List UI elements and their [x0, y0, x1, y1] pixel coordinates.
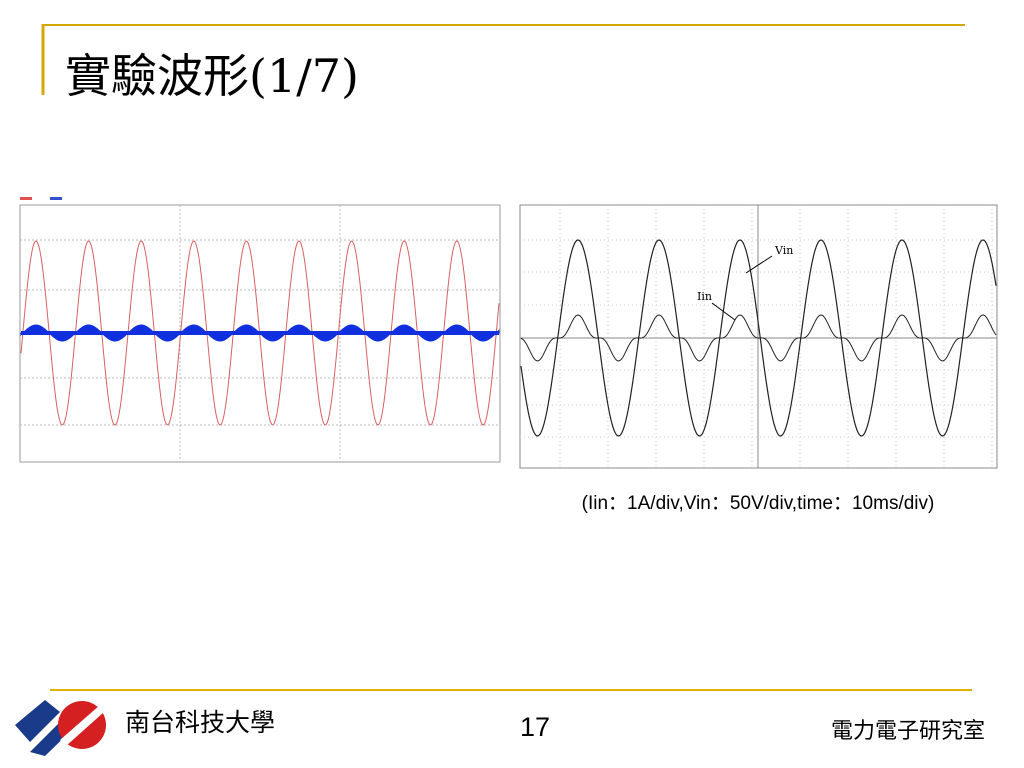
waveform: [20, 240, 500, 426]
waveform-right: [519, 204, 998, 469]
waveform: [520, 314, 997, 362]
legend-swatch: [50, 197, 62, 200]
pointer: [745, 255, 773, 274]
school: 南台科技大學: [125, 708, 275, 737]
waveform-left: [19, 197, 501, 463]
vin-label: Vin: [774, 244, 793, 257]
logo-shape: [60, 705, 104, 746]
legend-swatch: [20, 197, 32, 200]
caption: (Iin：1A/div,Vin：50V/div,time：10ms/div): [582, 493, 935, 514]
pointer: [711, 302, 736, 321]
title: 實驗波形(1/7): [65, 49, 359, 103]
waveform: [520, 239, 997, 437]
lab: 電力電子研究室: [831, 719, 985, 744]
logo: [15, 700, 106, 756]
iin-label: Iin: [697, 290, 712, 303]
page-number: 17: [520, 712, 550, 742]
logo-shape: [15, 700, 60, 742]
